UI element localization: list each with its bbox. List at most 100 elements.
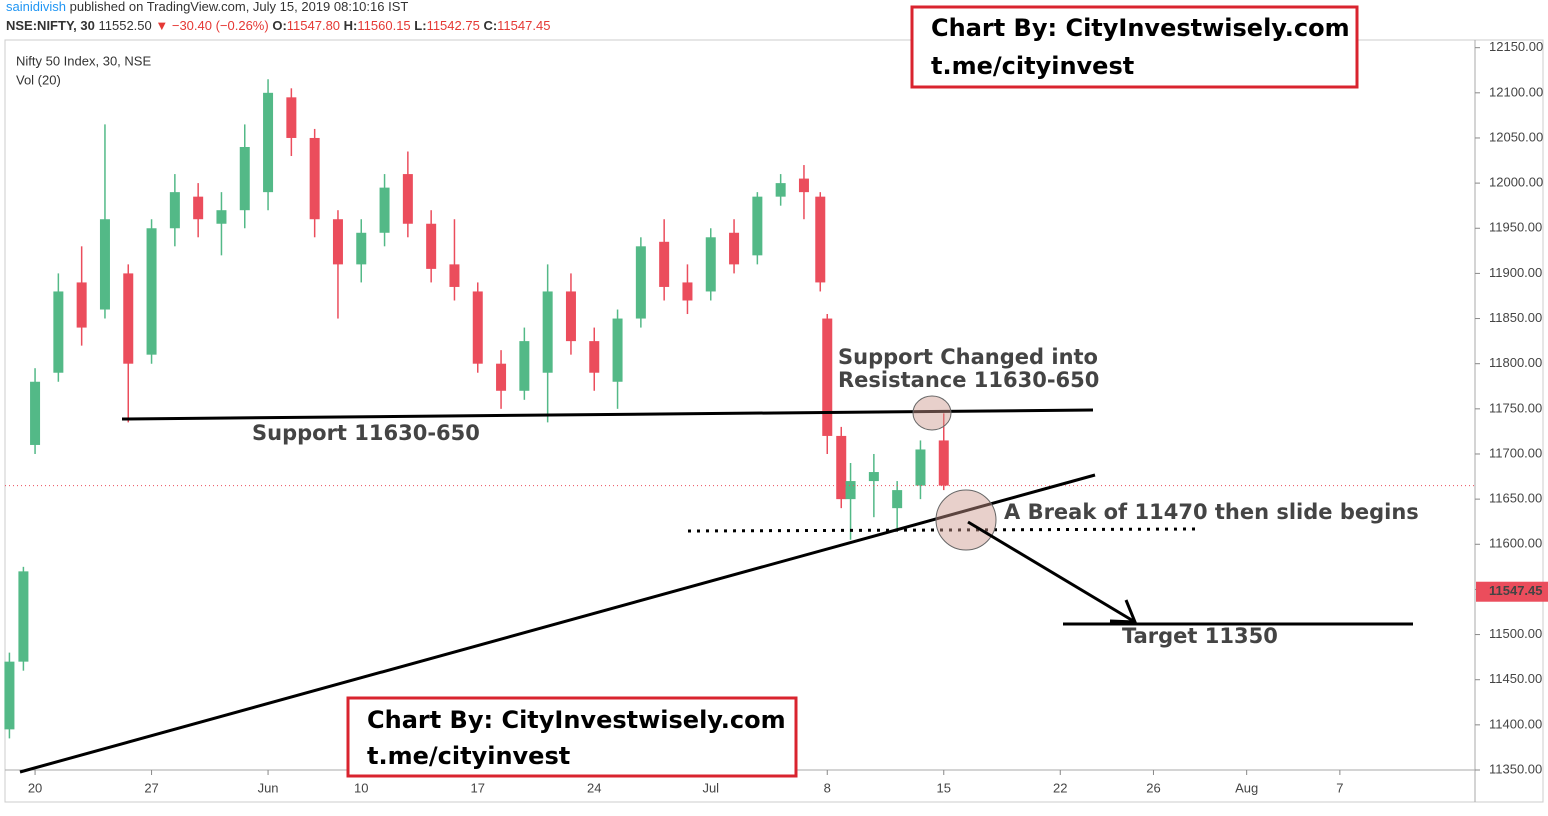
- arrow-head: [1109, 599, 1138, 624]
- y-tick-label: 11800.00: [1489, 355, 1542, 370]
- y-tick-label: 11350.00: [1489, 761, 1542, 776]
- candle: [845, 463, 856, 540]
- candle: [798, 165, 809, 220]
- y-tick-label: 11850.00: [1489, 310, 1542, 325]
- candle-body: [635, 246, 646, 319]
- x-tick-label: 10: [354, 780, 368, 795]
- candle-body: [402, 174, 413, 224]
- annotation: A Break of 11470 then slide begins: [1004, 500, 1419, 524]
- candle-body: [729, 232, 740, 265]
- candle: [123, 264, 134, 423]
- watermark-text: t.me/cityinvest: [931, 52, 1134, 80]
- ohlc-value: 11542.75: [427, 18, 480, 33]
- x-tick-label: 26: [1146, 780, 1160, 795]
- watermark-text: Chart By: CityInvestwisely.com: [367, 706, 786, 734]
- candle: [216, 192, 227, 256]
- candle-body: [332, 219, 343, 265]
- candle-body: [286, 97, 297, 138]
- watermark-frame: [910, 5, 1359, 89]
- candle: [836, 426, 847, 509]
- ohlc-label: L:: [414, 18, 426, 33]
- frame: [4, 39, 1544, 803]
- x-tick-label: Jun: [258, 780, 279, 795]
- candle-body: [216, 210, 227, 224]
- plot: [4, 79, 1475, 739]
- x-tick-label: 27: [144, 780, 158, 795]
- candle: [193, 183, 204, 238]
- drawings: Support 11630-650 Support Changed into R…: [19, 345, 1419, 774]
- annotation: Support 11630-650: [252, 421, 480, 445]
- candle: [99, 124, 110, 319]
- candle: [356, 219, 367, 283]
- author: sainidivish published on TradingView.com…: [6, 0, 408, 14]
- candle: [309, 128, 320, 238]
- ohlc-value: 11560.15: [357, 18, 410, 33]
- candle-body: [822, 318, 833, 436]
- candle-body: [775, 183, 786, 197]
- candle-body: [426, 223, 437, 269]
- y-tick-label: 11950.00: [1489, 220, 1542, 235]
- candle: [729, 219, 740, 274]
- price-tag-label: 11547.45: [1489, 583, 1543, 598]
- candle-body: [542, 291, 553, 373]
- candle-body: [565, 291, 576, 342]
- candle-body: [705, 237, 716, 292]
- candle: [169, 174, 180, 247]
- support-line: [121, 408, 1094, 421]
- x-tick-label: 8: [824, 780, 831, 795]
- candle: [426, 210, 437, 283]
- watermark-frame: [346, 696, 798, 778]
- candle: [752, 192, 763, 265]
- ohlc-value: 11547.80: [287, 18, 340, 33]
- candle-body: [239, 146, 250, 211]
- candle-body: [18, 571, 29, 662]
- candle-body: [76, 282, 87, 328]
- candle: [496, 350, 507, 409]
- y-tick-label: 11750.00: [1489, 400, 1542, 415]
- candle-body: [519, 341, 530, 391]
- candle-body: [659, 241, 670, 287]
- annotation: Target 11350: [1122, 624, 1278, 648]
- candle: [4, 652, 15, 739]
- candle: [892, 481, 903, 531]
- candle: [146, 219, 157, 364]
- y-tick-label: 11650.00: [1489, 491, 1542, 506]
- candle-body: [123, 273, 134, 364]
- y-tick-label: 11900.00: [1489, 265, 1542, 280]
- candle-body: [472, 291, 483, 364]
- candle-body: [682, 282, 693, 301]
- y-tick-label: 12150.00: [1489, 39, 1543, 54]
- x-tick-label: 15: [937, 780, 951, 795]
- y-tick-label: 11400.00: [1489, 716, 1542, 731]
- candle-body: [263, 92, 274, 193]
- x-tick-label: Jul: [702, 780, 719, 795]
- candle: [815, 192, 826, 292]
- candle: [659, 219, 670, 301]
- annotation: Support Changed into: [838, 345, 1098, 369]
- candle: [76, 246, 87, 346]
- candle: [519, 327, 530, 400]
- candle: [682, 264, 693, 315]
- candle-body: [612, 318, 623, 382]
- price: 11552.50: [98, 18, 151, 33]
- trend-line: [19, 473, 1096, 774]
- candle: [565, 273, 576, 355]
- candle-body: [892, 490, 903, 509]
- ohlc-value: 11547.45: [497, 18, 550, 33]
- candle: [472, 282, 483, 373]
- watermark-text: Chart By: CityInvestwisely.com: [931, 14, 1350, 42]
- candle: [286, 88, 297, 157]
- candle-body: [496, 363, 507, 391]
- highlight-ellipse: [912, 395, 952, 431]
- candle-body: [99, 219, 110, 310]
- change: ▼ −30.40 (−0.26%): [155, 18, 268, 33]
- candle-body: [752, 196, 763, 256]
- y-tick-label: 12000.00: [1489, 175, 1543, 190]
- arrow-line: [967, 520, 1136, 624]
- candle-body: [53, 291, 64, 373]
- y-tick-label: 11700.00: [1489, 445, 1542, 460]
- candle: [449, 219, 460, 301]
- x-tick-label: 20: [28, 780, 42, 795]
